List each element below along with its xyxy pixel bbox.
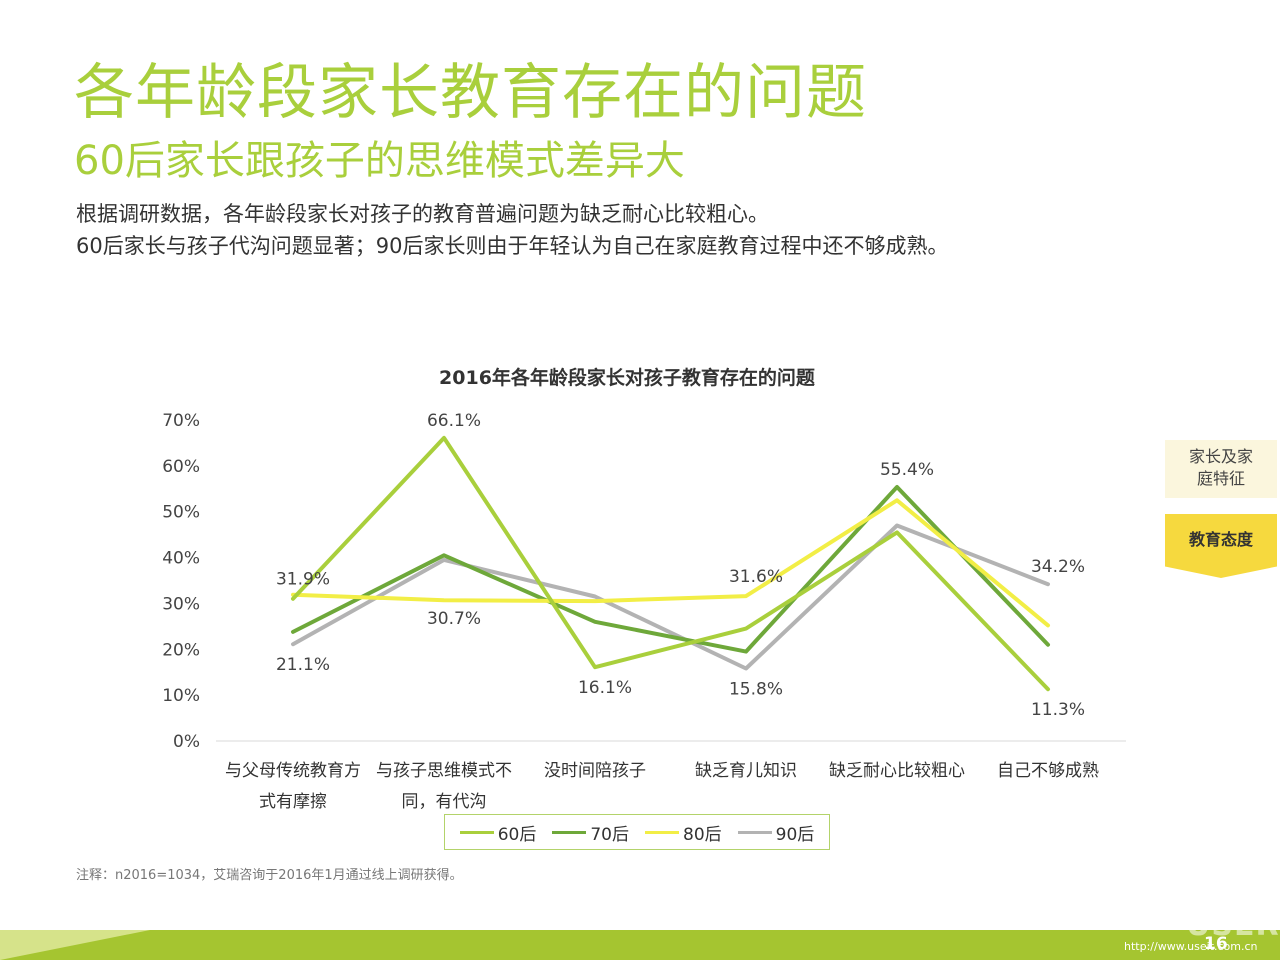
- legend-swatch: [459, 830, 494, 834]
- side-tab-label: 庭特征: [1196, 469, 1245, 488]
- legend-item: 90后: [737, 820, 815, 845]
- page-title: 各年龄段家长教育存在的问题: [74, 58, 867, 128]
- legend-item: 70后: [552, 820, 629, 845]
- y-tick-label: 30%: [162, 594, 200, 614]
- data-label: 31.9%: [276, 570, 330, 590]
- series-line-70后: [291, 485, 1050, 654]
- data-label: 16.1%: [578, 678, 632, 698]
- y-tick-label: 60%: [162, 457, 200, 477]
- legend-swatch: [552, 830, 587, 834]
- data-label: 34.2%: [1031, 557, 1085, 577]
- series-line-80后: [291, 498, 1050, 628]
- side-tab-family-traits[interactable]: 家长及家 庭特征: [1165, 440, 1277, 498]
- description: 根据调研数据，各年龄段家长对孩子的教育普遍问题为缺乏耐心比较粗心。 60后家长与…: [76, 198, 948, 262]
- legend-label: 70后: [590, 824, 629, 845]
- data-label: 66.1%: [427, 411, 481, 431]
- chart-legend: 60后 70后 80后 90后: [444, 814, 830, 850]
- legend-label: 90后: [775, 824, 815, 845]
- y-tick-label: 10%: [162, 686, 200, 706]
- y-tick-label: 70%: [162, 411, 200, 431]
- y-axis: 0% 10% 20% 30% 40% 50% 60% 70%: [162, 411, 200, 752]
- data-label: 30.7%: [427, 609, 481, 629]
- series-layer: [291, 435, 1050, 692]
- footer-fold: [0, 930, 150, 960]
- data-label: 15.8%: [729, 680, 783, 700]
- legend-item: 60后: [459, 820, 537, 845]
- legend-item: 80后: [645, 820, 722, 845]
- y-tick-label: 40%: [162, 549, 200, 569]
- y-tick-label: 20%: [162, 640, 200, 660]
- x-tick-label: 与父母传统教育方: [225, 761, 361, 781]
- source-url: http://www.useit.com.cn: [1124, 940, 1258, 953]
- x-tick-label: 缺乏耐心比较粗心: [829, 761, 965, 781]
- series-line-90后: [291, 523, 1050, 671]
- footnote: 注释：n2016=1034，艾瑞咨询于2016年1月通过线上调研获得。: [76, 868, 463, 883]
- x-tick-label: 式有摩擦: [259, 792, 327, 812]
- legend-swatch: [737, 830, 772, 834]
- y-tick-label: 0%: [173, 732, 200, 752]
- page-subtitle: 60后家长跟孩子的思维模式差异大: [74, 138, 685, 184]
- watermark-logo: USER: [1186, 908, 1280, 943]
- legend-swatch: [645, 830, 679, 834]
- x-tick-label: 没时间陪孩子: [544, 761, 646, 781]
- x-tick-label: 缺乏育儿知识: [695, 761, 797, 781]
- chart-title: 2016年各年龄段家长对孩子教育存在的问题: [439, 366, 815, 389]
- data-label: 21.1%: [276, 655, 330, 675]
- data-label-layer: 31.9% 21.1% 66.1% 30.7% 16.1% 31.6% 15.8% 55.4%…: [276, 411, 1085, 720]
- side-tab-label: 家长及家: [1188, 447, 1253, 466]
- x-tick-label: 同，有代沟: [402, 792, 487, 812]
- data-label: 11.3%: [1031, 700, 1085, 720]
- description-line: 根据调研数据，各年龄段家长对孩子的教育普遍问题为缺乏耐心比较粗心。: [76, 202, 769, 226]
- page-number: 16: [1204, 934, 1228, 954]
- legend-label: 80后: [683, 824, 722, 845]
- y-tick-label: 50%: [162, 503, 200, 523]
- data-label: 55.4%: [880, 460, 934, 480]
- series-line-60后: [291, 435, 1050, 692]
- legend-label: 60后: [497, 824, 537, 845]
- side-tab-education-attitude[interactable]: 教育态度: [1165, 514, 1277, 578]
- footer-band: [0, 930, 1280, 960]
- description-line: 60后家长与孩子代沟问题显著；90后家长则由于年轻认为自己在家庭教育过程中还不够…: [76, 234, 949, 258]
- x-tick-label: 自己不够成熟: [997, 760, 1099, 781]
- line-chart: 2016年各年龄段家长对孩子教育存在的问题 0% 10% 20% 30% 40% 50% 6…: [162, 366, 1126, 812]
- x-tick-label: 与孩子思维模式不: [376, 761, 512, 781]
- data-label: 31.6%: [729, 567, 783, 587]
